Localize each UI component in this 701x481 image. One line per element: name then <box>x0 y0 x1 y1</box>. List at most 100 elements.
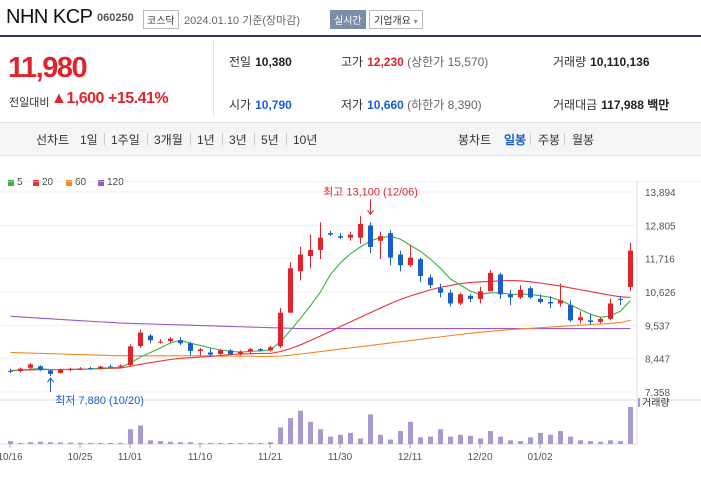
stat-label: 시가 <box>229 98 252 112</box>
candle-body <box>348 234 353 238</box>
company-overview-button[interactable]: 기업개요 ▾ <box>369 10 423 29</box>
price-chart[interactable]: 최고 13,100 (12/06) 최저 7,880 (10/20) 13,894… <box>0 181 701 481</box>
volume-bar <box>398 431 403 444</box>
candle-body <box>608 303 613 319</box>
y-tick-label: 11,716 <box>645 255 675 266</box>
period-5y[interactable]: 5년 <box>261 133 279 147</box>
volume-bar <box>58 442 63 444</box>
divider <box>190 133 191 145</box>
divider <box>530 133 531 145</box>
candle-body <box>518 289 523 298</box>
stat-label: 고가 <box>341 55 364 69</box>
candle-body <box>428 277 433 286</box>
candle-body <box>298 254 303 272</box>
divider <box>254 133 255 145</box>
divider <box>213 40 214 116</box>
stat-value: 10,380 <box>255 55 292 69</box>
divider <box>147 133 148 145</box>
candle-body <box>248 349 253 352</box>
candle-daily[interactable]: 일봉 <box>504 133 527 147</box>
candle-body <box>338 236 343 238</box>
candle-body <box>468 295 473 299</box>
annotations: 최고 13,100 (12/06) 최저 7,880 (10/20) <box>47 185 418 407</box>
x-tick-label: 01/02 <box>527 452 552 463</box>
candle-body <box>398 254 403 266</box>
ma5-line <box>10 235 631 372</box>
divider <box>286 133 287 145</box>
candle-body <box>308 249 313 257</box>
candle-body <box>118 365 123 367</box>
candle-body <box>218 350 223 354</box>
candle-weekly[interactable]: 주봉 <box>538 133 561 147</box>
realtime-button[interactable]: 실시간 <box>330 10 366 29</box>
volume-bar <box>618 441 623 444</box>
volume-bar <box>548 434 553 444</box>
volume-bar <box>328 436 333 444</box>
candle-body <box>588 320 593 322</box>
candle-body <box>268 347 273 351</box>
volume-bar <box>318 429 323 444</box>
candle-body <box>408 257 413 266</box>
period-1w[interactable]: 1주일 <box>111 133 140 147</box>
candle-body <box>508 294 513 298</box>
base-date: 2024.01.10 기준(장마감) <box>184 15 301 27</box>
legend-swatch <box>33 179 39 186</box>
candle-body <box>18 368 23 372</box>
price-change-percent: +15.41% <box>108 90 169 107</box>
ma120-line <box>10 315 631 330</box>
line-chart-label: 선차트 <box>36 133 70 147</box>
volume-bar <box>418 437 423 444</box>
candle-body <box>458 294 463 304</box>
volume-bar <box>408 421 413 444</box>
volume-bar <box>218 443 223 444</box>
candle-body <box>28 364 33 368</box>
x-tick-label: 12/20 <box>467 452 492 463</box>
candle-body <box>328 233 333 235</box>
volume-bar <box>38 441 43 444</box>
volume-bar <box>118 442 123 444</box>
x-tick-label: 12/11 <box>398 452 423 463</box>
stock-header: NHN KCP 060250 코스닥 2024.01.10 기준(장마감) 실시… <box>0 0 701 36</box>
x-tick-label: 10/16 <box>0 452 23 463</box>
x-tick-label: 11/10 <box>188 452 213 463</box>
up-arrow-icon: ▲ <box>51 90 67 107</box>
candle-chart-label: 봉차트 <box>458 133 492 147</box>
y-tick-label: 12,805 <box>645 221 676 232</box>
volume-bar <box>518 441 523 444</box>
stat-label: 거래량 <box>553 55 587 69</box>
legend-ma20: 20 <box>33 177 53 188</box>
period-1d[interactable]: 1일 <box>80 133 98 147</box>
company-overview-label: 기업개요 <box>374 16 411 27</box>
y-tick-label: 9,537 <box>645 321 670 332</box>
change-label: 전일대비 <box>9 97 50 109</box>
current-price: 11,980 <box>8 52 88 84</box>
volume-bar <box>198 443 203 444</box>
candle-body <box>58 369 63 373</box>
volume-bar <box>558 431 563 444</box>
volume-bar <box>458 434 463 444</box>
volume-bars <box>8 407 633 444</box>
header-divider <box>0 35 701 37</box>
candle-body <box>38 366 43 370</box>
stat-value: 10,110,136 <box>590 55 650 69</box>
volume-bar <box>468 435 473 444</box>
period-3m[interactable]: 3개월 <box>154 133 183 147</box>
stat-label: 저가 <box>341 98 364 112</box>
candle-body <box>198 349 203 351</box>
low-arrow-head <box>47 377 54 383</box>
x-tick-label: 10/25 <box>67 452 92 463</box>
high-annotation: 최고 13,100 (12/06) <box>323 185 418 198</box>
volume-label: 거래량 <box>642 397 670 409</box>
candle-monthly[interactable]: 월봉 <box>572 133 595 147</box>
period-3y[interactable]: 3년 <box>229 133 247 147</box>
candle-body <box>68 368 73 370</box>
volume-bar <box>138 425 143 444</box>
period-10y[interactable]: 10년 <box>293 133 318 147</box>
volume-bar <box>488 431 493 444</box>
period-1y[interactable]: 1년 <box>197 133 215 147</box>
candle-body <box>318 237 323 250</box>
ma60-line <box>10 319 631 357</box>
x-tick-label: 11/30 <box>328 452 353 463</box>
volume-bar <box>498 436 503 444</box>
x-tick-label: 11/21 <box>258 452 283 463</box>
